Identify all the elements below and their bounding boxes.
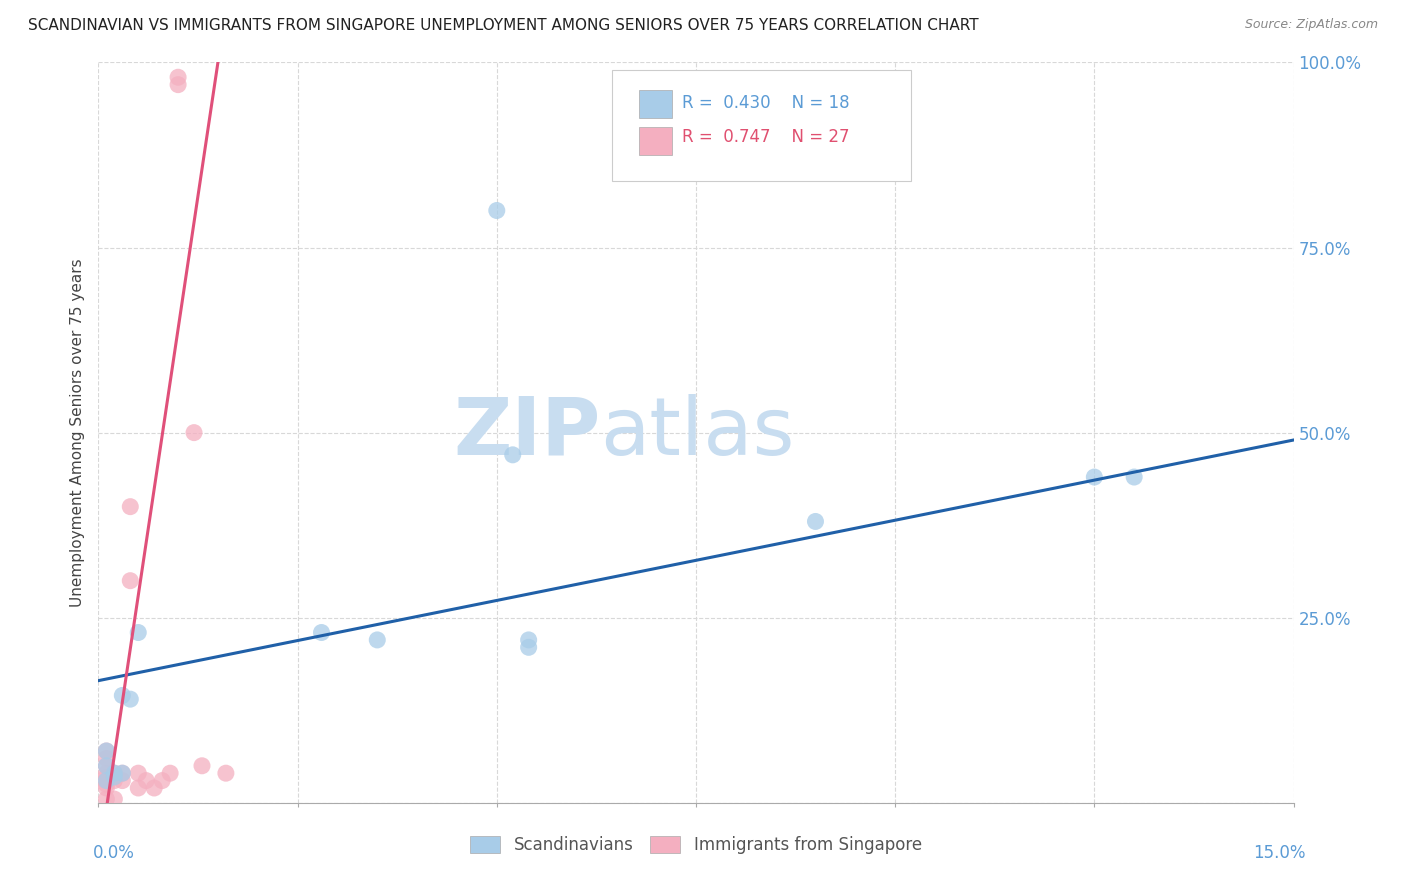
Point [127, 780, 149, 795]
Point [96, 744, 118, 758]
Point [127, 766, 149, 780]
Point [111, 773, 134, 788]
Text: atlas: atlas [600, 393, 794, 472]
Point [167, 70, 190, 85]
Point [366, 632, 388, 647]
Point [1083, 470, 1105, 484]
Point [135, 773, 157, 788]
Point [96, 758, 118, 772]
Point [96, 777, 118, 791]
Point [127, 625, 149, 640]
Point [167, 78, 190, 92]
Point [96, 770, 118, 784]
Point [517, 640, 540, 655]
Text: 15.0%: 15.0% [1253, 844, 1306, 862]
Point [111, 766, 134, 780]
Text: ZIP: ZIP [453, 393, 600, 472]
Text: Source: ZipAtlas.com: Source: ZipAtlas.com [1244, 18, 1378, 31]
Point [485, 203, 508, 218]
Point [159, 766, 181, 780]
Point [143, 780, 166, 795]
Point [120, 692, 142, 706]
Point [111, 766, 134, 780]
Text: SCANDINAVIAN VS IMMIGRANTS FROM SINGAPORE UNEMPLOYMENT AMONG SENIORS OVER 75 YEA: SCANDINAVIAN VS IMMIGRANTS FROM SINGAPOR… [28, 18, 979, 33]
Point [96, 773, 118, 788]
Point [150, 773, 173, 788]
Y-axis label: Unemployment Among Seniors over 75 years: Unemployment Among Seniors over 75 years [69, 259, 84, 607]
Point [502, 448, 524, 462]
Point [96, 792, 118, 806]
Point [191, 758, 214, 772]
Point [111, 689, 134, 703]
Point [103, 766, 125, 780]
Text: R =  0.747    N = 27: R = 0.747 N = 27 [682, 128, 849, 145]
Bar [638, 90, 672, 118]
Point [517, 632, 540, 647]
Point [215, 766, 238, 780]
Point [804, 515, 827, 529]
Point [183, 425, 205, 440]
Text: 0.0%: 0.0% [93, 844, 135, 862]
Point [96, 773, 118, 788]
Point [103, 792, 125, 806]
Bar [638, 127, 672, 155]
Point [96, 758, 118, 772]
Text: R =  0.430    N = 18: R = 0.430 N = 18 [682, 94, 849, 112]
Point [103, 773, 125, 788]
Point [311, 625, 333, 640]
Point [120, 574, 142, 588]
Point [1123, 470, 1146, 484]
Point [96, 751, 118, 765]
Point [96, 766, 118, 780]
Point [96, 744, 118, 758]
Point [96, 780, 118, 795]
Point [120, 500, 142, 514]
Legend: Scandinavians, Immigrants from Singapore: Scandinavians, Immigrants from Singapore [464, 830, 928, 861]
Point [103, 770, 125, 784]
Point [103, 766, 125, 780]
FancyBboxPatch shape [613, 70, 911, 181]
